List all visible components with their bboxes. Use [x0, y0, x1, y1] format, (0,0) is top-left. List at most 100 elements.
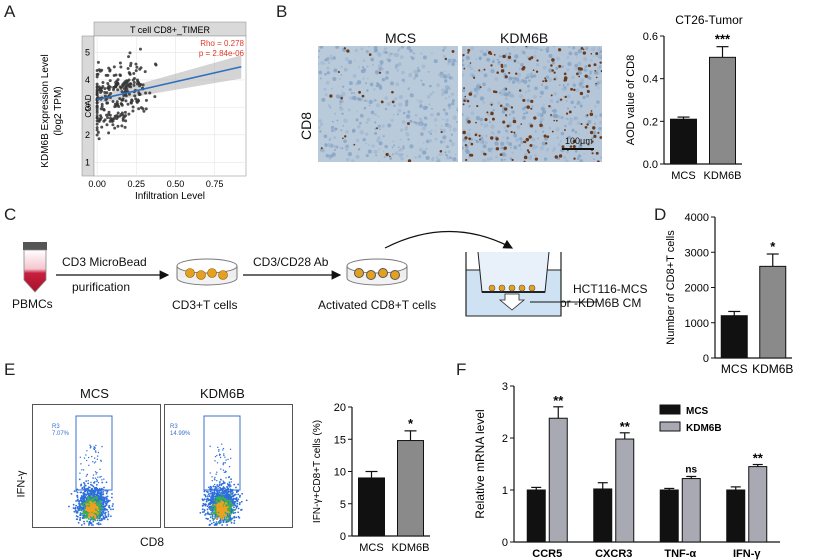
cd8-positive-cell — [468, 92, 473, 96]
x-tick-label: MCS — [671, 170, 695, 182]
scatter-point — [95, 116, 99, 120]
panel-a-xticks: 0.00 0.25 0.50 0.75 — [88, 179, 223, 189]
bar-kdm6b-ccr5 — [548, 417, 568, 543]
scatter-point — [127, 84, 131, 88]
scatter-point — [114, 73, 118, 77]
cd8-positive-cell — [580, 46, 584, 50]
cd8-positive-cell — [542, 80, 545, 83]
cd8-positive-cell — [515, 72, 518, 75]
y-tick-label: 10 — [334, 467, 346, 479]
cd8-positive-cell — [496, 71, 499, 74]
scatter-point — [108, 69, 112, 73]
scatter-point — [106, 73, 110, 77]
scatter-point — [116, 124, 120, 128]
cd8-positive-cell — [563, 76, 568, 80]
cd8-positive-cell — [555, 119, 558, 122]
scatter-point — [116, 78, 120, 82]
cd8-positive-cell — [484, 118, 488, 122]
flow-plot-mcs: R3 7.07% — [32, 404, 161, 528]
cd8-positive-cell — [475, 121, 477, 124]
scatter-point — [111, 119, 115, 123]
significance-mark: * — [408, 416, 414, 431]
scatter-point — [132, 83, 136, 87]
y-tick-label: 2000 — [685, 283, 709, 295]
significance-mark: * — [770, 239, 776, 254]
scatter-point — [144, 98, 148, 102]
transwell-label-line2: or -KDM6B CM — [560, 296, 642, 310]
cd8-positive-cell — [463, 99, 466, 102]
scatter-point — [124, 99, 128, 103]
panel-a-xtick: 0.00 — [88, 179, 106, 189]
scatter-point — [95, 109, 99, 113]
cd8-positive-cell — [597, 131, 600, 134]
cd8-positive-cell — [518, 89, 522, 92]
scatter-point — [100, 105, 104, 109]
scatter-point — [121, 97, 125, 101]
cd8-positive-cell — [586, 114, 589, 117]
scatter-point — [148, 91, 152, 95]
cd8-positive-cell — [590, 53, 593, 55]
cd8-positive-cell — [495, 137, 499, 141]
cd8-positive-cell — [550, 64, 553, 67]
x-tick-label: TNF-α — [664, 548, 696, 560]
cd8-positive-cell — [569, 145, 573, 148]
scatter-point — [107, 112, 111, 116]
scatter-point — [95, 119, 99, 123]
scatter-point — [101, 84, 105, 88]
panel-b-col-kdm6b: KDM6B — [500, 30, 549, 46]
scatter-point — [95, 114, 99, 118]
scatter-point — [141, 83, 145, 87]
cd8-positive-cell — [572, 144, 576, 149]
cd8-positive-cell — [561, 145, 565, 149]
cd8-positive-cell — [490, 64, 493, 67]
scatter-point — [119, 65, 123, 69]
cd8-positive-cell — [505, 114, 507, 117]
significance-mark: ** — [553, 393, 564, 408]
cd8-positive-cell — [528, 135, 532, 139]
x-tick-label: MCS — [359, 542, 383, 554]
scatter-point — [95, 126, 99, 130]
cd8-positive-cell — [490, 111, 494, 116]
scatter-point — [118, 97, 122, 101]
scatter-point — [127, 78, 131, 82]
cd8-positive-cell — [493, 53, 496, 56]
cd8-positive-cell — [559, 98, 563, 101]
cd8-positive-cell — [527, 151, 531, 154]
cd8-positive-cell — [361, 94, 365, 98]
scatter-point — [133, 94, 137, 98]
cd8-positive-cell — [451, 49, 455, 53]
y-tick-label: 1000 — [685, 318, 709, 330]
cd8-positive-cell — [483, 68, 486, 71]
cd8-positive-cell — [439, 149, 443, 153]
cd8-positive-cell — [587, 143, 590, 146]
cd8-positive-cell — [343, 47, 346, 50]
panel-a-xlabel: Infiltration Level — [135, 191, 205, 202]
cd8-positive-cell — [462, 53, 465, 57]
scatter-point — [118, 85, 122, 89]
scatter-point — [103, 118, 107, 122]
arrow-transfer — [384, 230, 514, 249]
cd8-positive-cell — [536, 59, 539, 62]
cd8-positive-cell — [502, 120, 506, 124]
cd8-positive-cell — [506, 124, 510, 128]
step1-bottom-label: purification — [72, 280, 131, 294]
scatter-point — [131, 109, 135, 113]
cd8-positive-cell — [476, 105, 479, 108]
cd8-positive-cell — [406, 122, 410, 126]
cd8-positive-cell — [467, 51, 470, 54]
cd8-positive-cell — [522, 98, 526, 102]
cd8-positive-cell — [353, 143, 356, 146]
cd8-positive-cell — [473, 76, 476, 79]
y-tick-label: 3 — [502, 381, 508, 393]
scatter-point — [120, 124, 124, 128]
bar-kdm6b — [397, 440, 424, 537]
panel-a-rho: Rho = 0.278 — [200, 39, 244, 48]
bar-kdm6b — [709, 56, 736, 165]
cd8-positive-cell — [595, 76, 598, 79]
scatter-point — [124, 85, 128, 89]
flow-gate-mcs-pct: 7.07% — [52, 431, 70, 437]
scatter-point — [132, 80, 136, 84]
cd8-positive-cell — [503, 146, 507, 150]
scatter-point — [96, 60, 100, 64]
significance-mark: ** — [620, 419, 631, 434]
